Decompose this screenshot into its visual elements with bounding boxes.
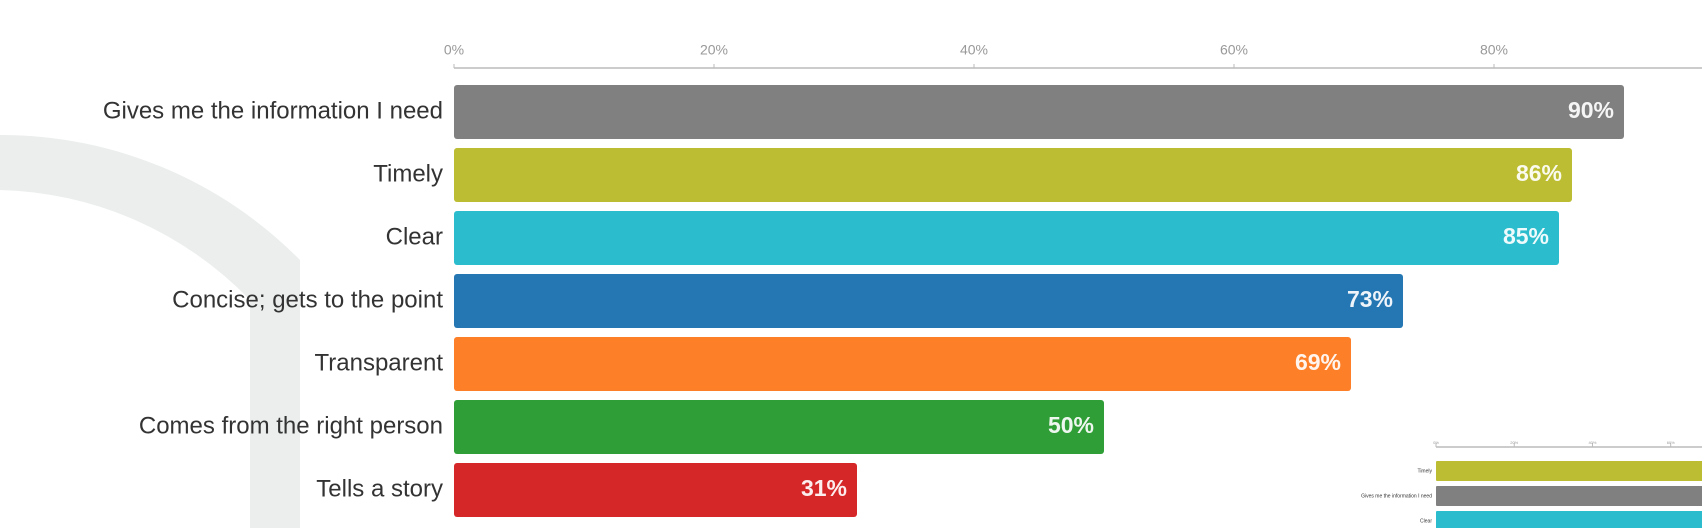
value-label: 73% [1347,286,1393,312]
x-tick-label: 20% [700,42,728,58]
bar [454,337,1351,391]
category-label: Concise; gets to the point [172,286,443,313]
value-label: 31% [801,475,847,501]
bar [454,274,1403,328]
bar-chart: 0% 20% 40% 60% 80% Gives me the information I… [103,42,1702,517]
background-arc [0,134,300,528]
category-label: Gives me the information I need [103,97,443,124]
x-tick-label: 40% [1588,440,1596,445]
x-tick-label: 0% [1433,440,1439,445]
bar [454,85,1624,139]
category-label: Clear [1420,518,1432,524]
bar [454,400,1104,454]
category-label: Comes from the right person [139,412,443,439]
x-tick-label: 60% [1220,42,1248,58]
x-tick-label: 20% [1510,440,1518,445]
category-label: Clear [386,223,443,250]
x-tick-label: 80% [1480,42,1508,58]
bar-chart: 0% 20% 40% 60% Timely Gives me the informatio… [1361,440,1702,528]
bar [1436,511,1702,528]
category-label: Transparent [314,349,443,376]
x-tick-label: 0% [444,42,464,58]
category-label: Timely [373,160,443,187]
category-label: Gives me the information I need [1361,493,1432,499]
bar [454,463,857,517]
value-label: 50% [1048,412,1094,438]
bar [454,148,1572,202]
value-label: 85% [1503,223,1549,249]
category-label: Timely [1417,468,1432,474]
bar [454,211,1559,265]
x-tick-label: 40% [960,42,988,58]
x-tick-label: 60% [1667,440,1675,445]
value-label: 86% [1516,160,1562,186]
bar [1436,486,1702,506]
value-label: 90% [1568,97,1614,123]
bar [1436,461,1702,481]
value-label: 69% [1295,349,1341,375]
category-label: Tells a story [316,475,443,502]
